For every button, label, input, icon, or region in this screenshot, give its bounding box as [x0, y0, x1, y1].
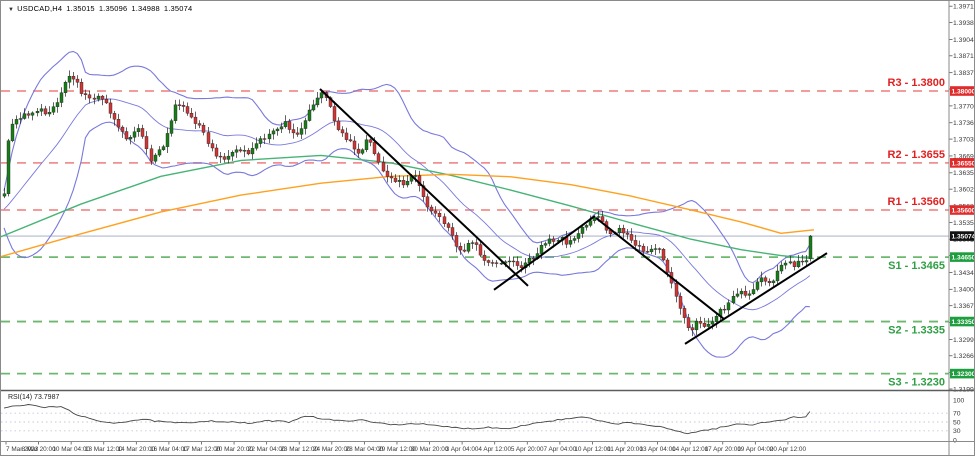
trendlines: [319, 88, 828, 345]
candles-layer: [2, 70, 813, 337]
rsi-scale-label: 0: [953, 437, 957, 444]
trendline-1[interactable]: [319, 88, 529, 287]
price-badge-S3: [950, 368, 974, 379]
price-badge-R2: [950, 158, 974, 168]
x-axis-label: 8 Mar 20:00: [22, 446, 57, 453]
bollinger-upper-band: [3, 50, 811, 284]
x-axis-label: 5 Apr 20:00: [511, 446, 544, 453]
x-axis-label: 28 Mar 04:00: [346, 446, 384, 453]
x-axis-label: 17 Apr 20:00: [705, 446, 742, 453]
rsi-line: [3, 404, 811, 435]
x-axis-label: 23 Mar 12:00: [280, 446, 318, 453]
y-axis-tick-label: 1.36020: [953, 187, 975, 194]
main-chart-layers: [1, 50, 949, 375]
rsi-scale-label: 50: [953, 419, 961, 426]
price-badge-R3: [950, 86, 974, 96]
y-axis-tick-label: 1.39710: [953, 4, 975, 11]
quote-high: 1.35096: [98, 4, 128, 13]
current-price-badge: [950, 231, 974, 241]
y-axis-tick-label: 1.38370: [953, 70, 975, 77]
svg-text:1.34650: 1.34650: [952, 255, 975, 262]
svg-text:1.33350: 1.33350: [952, 319, 975, 326]
y-axis-tick-label: 1.34340: [953, 270, 975, 277]
x-axis-label: 17 Mar 12:00: [183, 446, 221, 453]
x-axis-label: 10 Mar 04:00: [52, 446, 90, 453]
x-axis-label: 14 Apr 12:00: [672, 446, 709, 453]
symbol-marker-icon: ▼: [8, 7, 15, 13]
ma-orange-line: [1, 173, 815, 258]
x-axis-label: 3 Apr 04:00: [446, 446, 479, 453]
x-axis-label: 13 Mar 12:00: [85, 446, 123, 453]
svg-text:1.36550: 1.36550: [952, 160, 975, 167]
x-axis-label: 10 Apr 12:00: [574, 446, 611, 453]
x-axis-label: 11 Apr 20:00: [607, 446, 643, 453]
y-axis-tick-label: 1.35350: [953, 220, 975, 227]
svg-text:1.32300: 1.32300: [952, 371, 975, 378]
quote-low: 1.34988: [131, 4, 160, 13]
y-axis-tick-label: 1.32660: [953, 353, 975, 360]
ma-green-line: [1, 154, 815, 260]
price-badge-S2: [950, 316, 974, 327]
svg-text:1.35600: 1.35600: [952, 208, 975, 215]
x-axis-label: 14 Mar 20:00: [117, 446, 155, 453]
price-axis[interactable]: 1.39710 1.39380 1.39040 1.38710 1.38370 1.380…: [949, 4, 975, 394]
price-badge-R1: [950, 205, 974, 215]
x-axis-label: 29 Mar 12:00: [378, 446, 416, 453]
x-axis-label: 7 Mar 2023: [6, 446, 39, 453]
x-axis-label: 20 Apr 12:00: [770, 446, 807, 453]
rsi-scale-label: 30: [953, 428, 961, 435]
x-axis-label: 22 Mar 04:00: [248, 446, 286, 453]
x-axis-label: 24 Mar 20:00: [313, 446, 351, 453]
level-label-R1: R1 - 1.3560: [888, 196, 945, 208]
x-axis-label: 20 Mar 20:00: [215, 446, 253, 453]
rsi-indicator-label: RSI(14) 73.7987: [8, 394, 60, 401]
rsi-scale-label: 100: [953, 397, 965, 404]
level-label-S2: S2 - 1.3335: [888, 325, 945, 337]
level-labels: R3 - 1.3800 R2 - 1.3655 R1 - 1.3560 S1 - 1.…: [888, 77, 945, 389]
bollinger-middle-band: [3, 98, 811, 311]
y-axis-tick-label: 1.33670: [953, 303, 975, 310]
level-label-S3: S3 - 1.3230: [888, 377, 945, 389]
y-axis-tick-label: 1.39380: [953, 20, 975, 27]
rsi-scale-label: 70: [953, 411, 961, 418]
quote-open: 1.35015: [66, 4, 95, 13]
level-label-R3: R3 - 1.3800: [888, 77, 945, 89]
chart-title: ▼ USDCAD,H4 1.35015 1.35096 1.34988 1.35074: [8, 4, 196, 13]
price-badge-S1: [950, 252, 974, 262]
svg-text:1.38000: 1.38000: [952, 89, 975, 96]
bollinger-bands: [3, 50, 811, 358]
y-axis-tick-label: 1.37360: [953, 120, 975, 127]
y-axis-tick-label: 1.32990: [953, 337, 975, 344]
y-axis-tick-label: 1.39040: [953, 37, 975, 44]
svg-text:1.35074: 1.35074: [952, 234, 975, 241]
y-axis-tick-label: 1.36350: [953, 170, 975, 177]
x-axis-label: 16 Mar 04:00: [150, 446, 188, 453]
trendline-4[interactable]: [684, 252, 828, 345]
trendline-2[interactable]: [493, 215, 596, 291]
quote-close: 1.35074: [163, 4, 193, 13]
level-label-R2: R2 - 1.3655: [888, 149, 945, 161]
level-label-S1: S1 - 1.3465: [888, 260, 945, 272]
x-axis-label: 4 Apr 12:00: [478, 446, 511, 453]
y-axis-tick-label: 1.36690: [953, 153, 975, 160]
y-axis-tick-label: 1.37030: [953, 136, 975, 143]
y-axis-tick-label: 1.37700: [953, 103, 975, 110]
y-axis-tick-label: 1.34000: [953, 287, 975, 294]
x-axis-label: 30 Mar 20:00: [411, 446, 449, 453]
rsi-line-layer: [3, 404, 811, 435]
x-axis-label: 7 Apr 04:00: [544, 446, 577, 453]
x-axis-label: 13 Apr 04:00: [639, 446, 676, 453]
y-axis-tick-label: 1.38710: [953, 53, 975, 60]
x-axis-label: 19 Apr 04:00: [737, 446, 774, 453]
trendline-3[interactable]: [595, 217, 725, 320]
chart-symbol-timeframe: USDCAD,H4: [17, 4, 63, 13]
